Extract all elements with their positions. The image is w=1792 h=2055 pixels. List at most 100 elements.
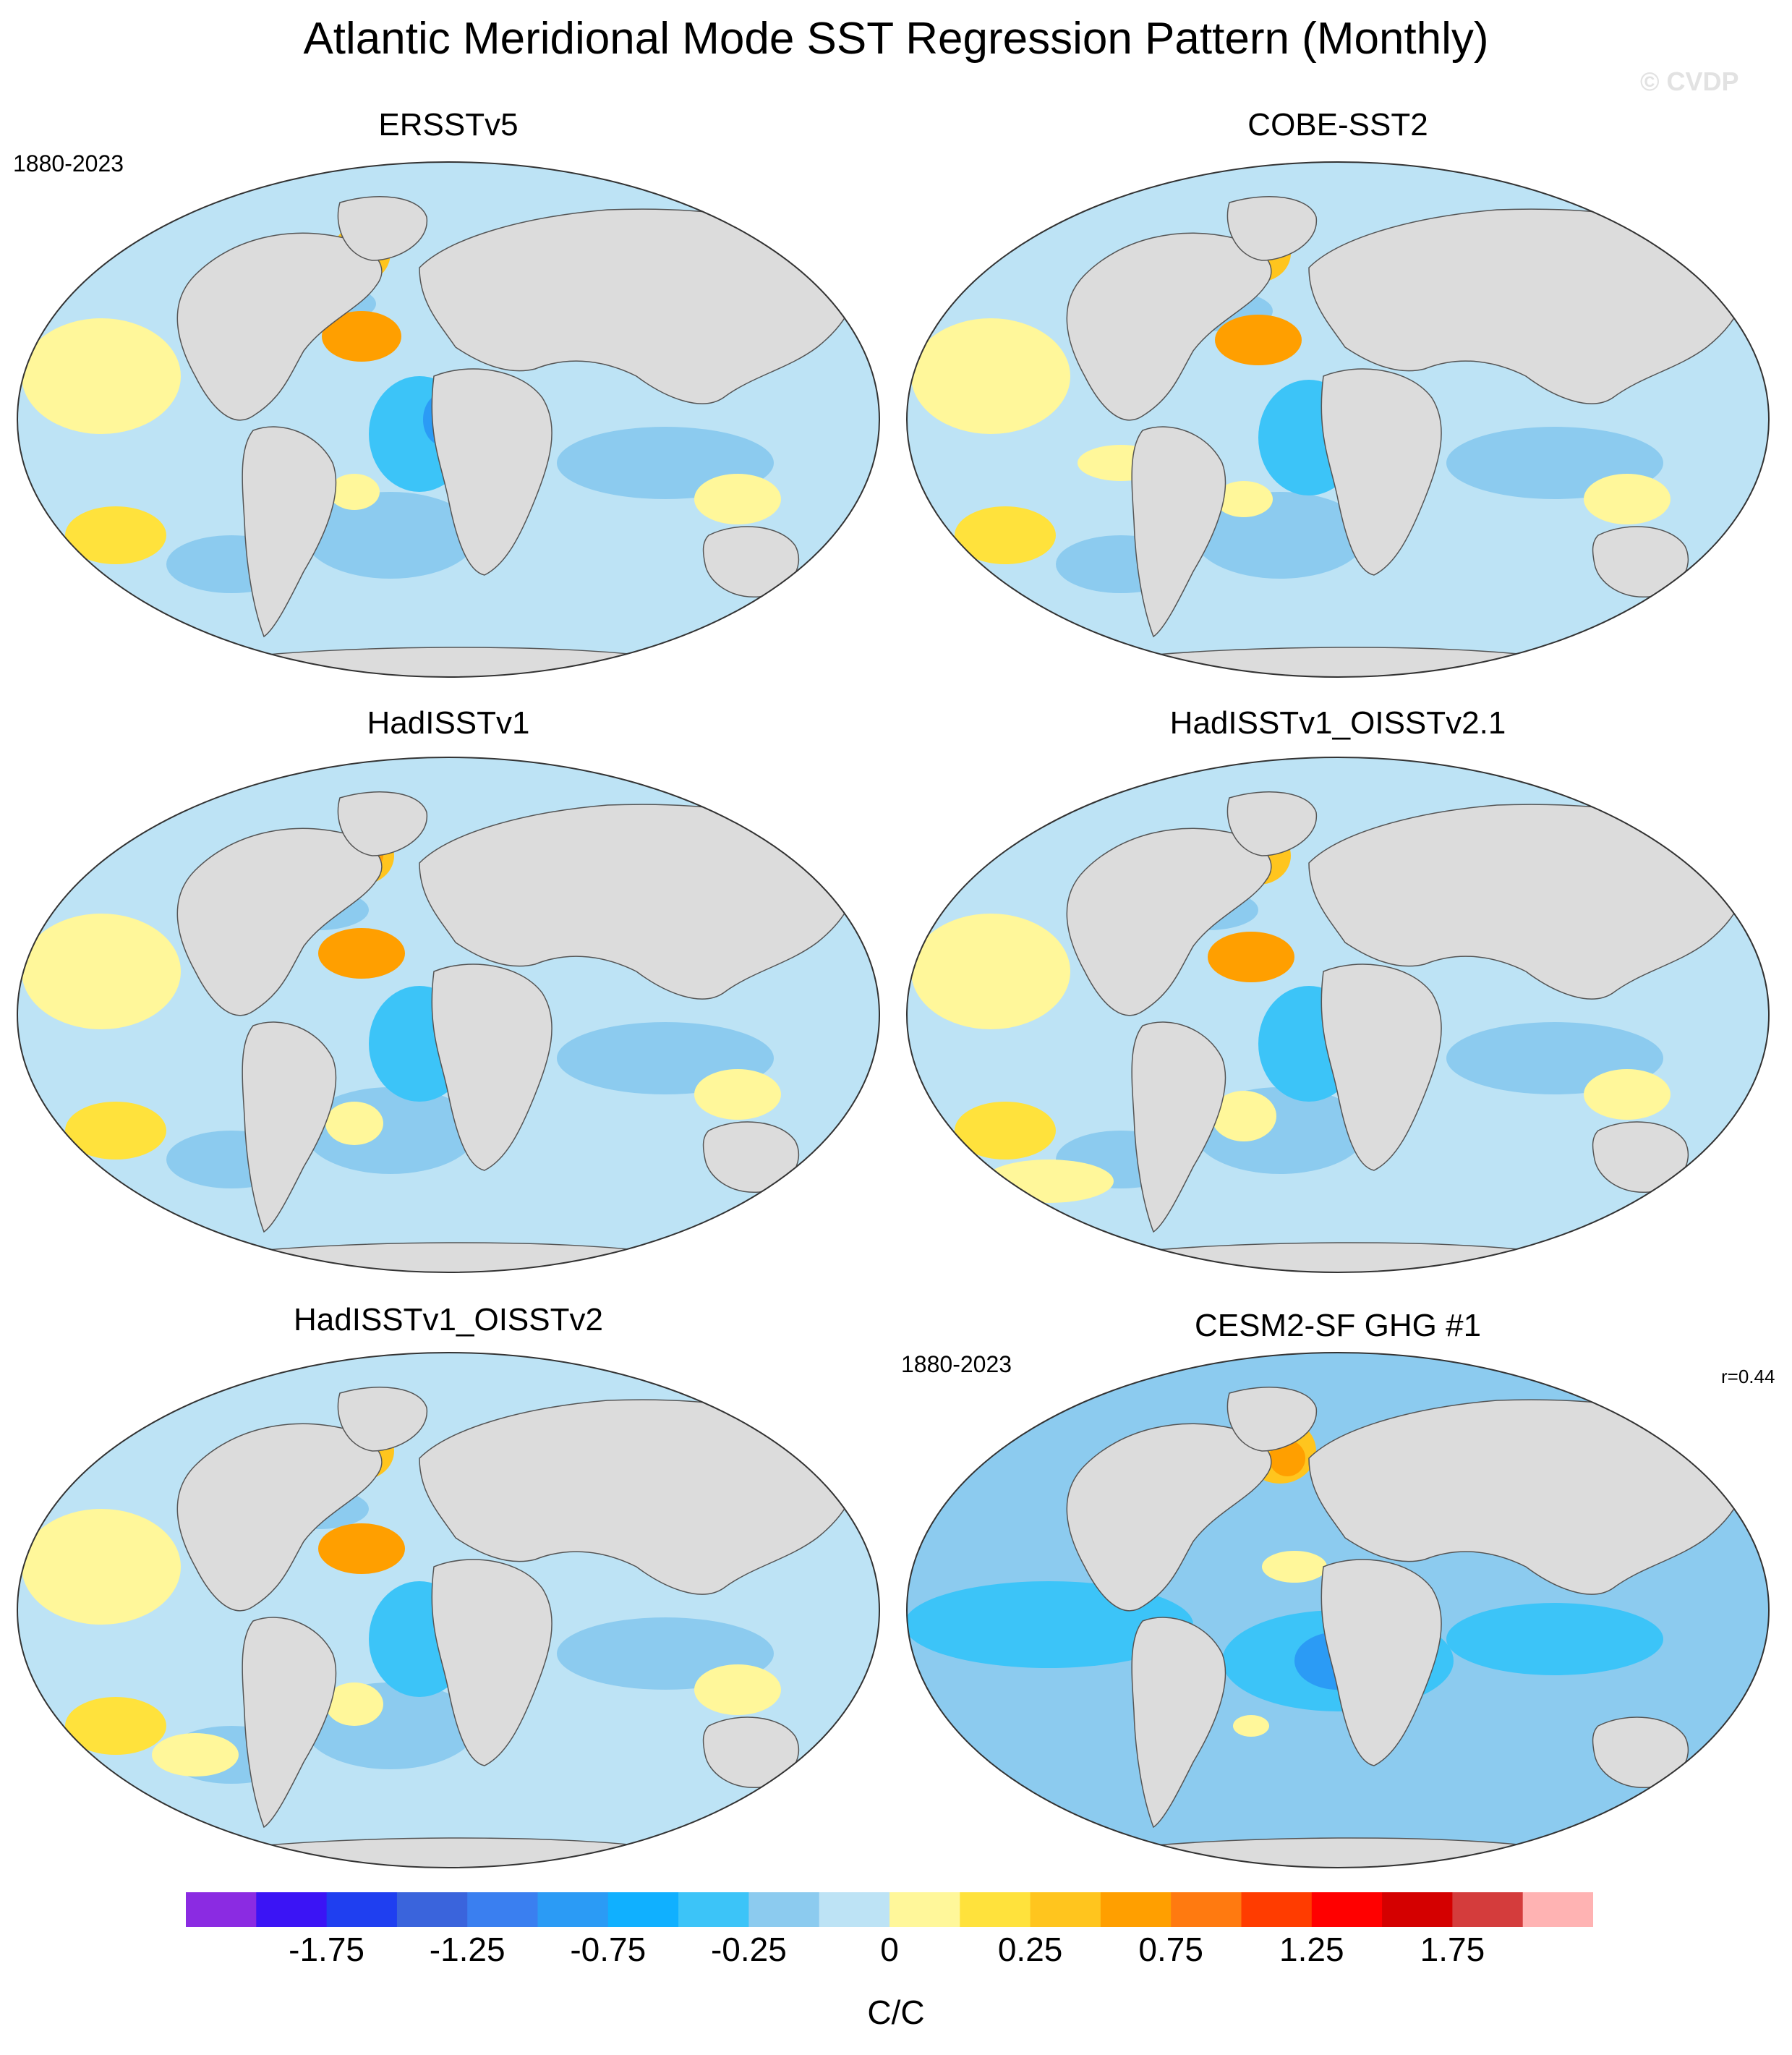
colorbar-swatch bbox=[678, 1892, 749, 1927]
colorbar bbox=[186, 1892, 1593, 1927]
panel-title-5: HadISSTv1_OISSTv2 bbox=[294, 1302, 603, 1337]
sst-anomaly-region bbox=[318, 928, 405, 979]
sst-anomaly-region bbox=[1446, 1603, 1663, 1675]
continent-north-america bbox=[1066, 232, 1272, 421]
colorbar-swatch bbox=[396, 1892, 468, 1927]
sst-anomaly-region bbox=[325, 1102, 383, 1145]
sst-anomaly-region bbox=[1233, 1715, 1269, 1737]
sst-anomaly-region bbox=[22, 1509, 181, 1625]
colorbar-swatch bbox=[467, 1892, 539, 1927]
map-panel-3 bbox=[17, 757, 880, 1273]
panel-title-2: COBE-SST2 bbox=[1247, 107, 1428, 142]
map-outline bbox=[17, 757, 880, 1273]
continent-greenland bbox=[1226, 791, 1317, 856]
continent-greenland bbox=[1226, 1387, 1317, 1452]
colorbar-swatch bbox=[1030, 1892, 1101, 1927]
sst-anomaly-region bbox=[322, 311, 401, 362]
continent-europe-asia bbox=[1308, 804, 1746, 1000]
continent-antarctica bbox=[226, 1837, 674, 1868]
watermark: © CVDP bbox=[1640, 67, 1739, 96]
colorbar-swatch bbox=[819, 1892, 890, 1927]
period-label-6: 1880-2023 bbox=[901, 1351, 1012, 1377]
colorbar-swatch bbox=[748, 1892, 820, 1927]
colorbar-swatch bbox=[889, 1892, 960, 1927]
map-panel-6 bbox=[906, 1352, 1770, 1868]
colorbar-tick-label: 0.75 bbox=[1138, 1931, 1203, 1968]
colorbar-swatch bbox=[607, 1892, 679, 1927]
correlation-label-6: r=0.44 bbox=[1721, 1366, 1775, 1387]
map-panel-5 bbox=[17, 1352, 880, 1868]
sst-anomaly-region bbox=[65, 506, 166, 564]
sst-anomaly-region bbox=[1215, 481, 1273, 517]
sst-anomaly-region bbox=[304, 492, 477, 579]
continent-north-america bbox=[1066, 1423, 1272, 1612]
continent-europe-asia bbox=[419, 208, 857, 404]
sst-anomaly-region bbox=[955, 506, 1056, 564]
figure-title: Atlantic Meridional Mode SST Regression … bbox=[303, 14, 1489, 64]
colorbar-swatch bbox=[537, 1892, 609, 1927]
sst-anomaly-region bbox=[1584, 474, 1671, 524]
sst-anomaly-region bbox=[1215, 315, 1302, 365]
continent-north-america bbox=[176, 1423, 383, 1612]
panel-title-4: HadISSTv1_OISSTv2.1 bbox=[1169, 705, 1506, 741]
sst-anomaly-region bbox=[329, 474, 380, 510]
sst-anomaly-region bbox=[955, 1102, 1056, 1160]
panel-title-3: HadISSTv1 bbox=[367, 705, 530, 741]
period-label-1: 1880-2023 bbox=[13, 150, 124, 176]
continent-antarctica bbox=[1116, 1837, 1563, 1868]
colorbar-tick-label: 0.25 bbox=[997, 1931, 1063, 1968]
sst-anomaly-region bbox=[65, 1697, 166, 1755]
colorbar-tick-label: 0 bbox=[880, 1931, 899, 1968]
sst-anomaly-region bbox=[318, 1523, 405, 1574]
map-outline bbox=[906, 161, 1770, 678]
colorbar-swatch bbox=[1382, 1892, 1453, 1927]
colorbar-tick-label: 1.25 bbox=[1279, 1931, 1344, 1968]
colorbar-swatch bbox=[186, 1892, 257, 1927]
colorbar-swatch bbox=[1100, 1892, 1172, 1927]
map-outline bbox=[17, 161, 880, 678]
sst-anomaly-region bbox=[911, 318, 1070, 434]
continent-africa bbox=[1320, 1559, 1442, 1766]
colorbar-swatch bbox=[1171, 1892, 1242, 1927]
continent-north-america bbox=[176, 827, 383, 1016]
sst-anomaly-region bbox=[694, 1069, 781, 1120]
colorbar-tick-label: 1.75 bbox=[1420, 1931, 1485, 1968]
continent-south-america bbox=[1131, 1021, 1226, 1233]
sst-anomaly-region bbox=[1262, 1551, 1327, 1583]
continent-north-america bbox=[1066, 827, 1272, 1016]
continent-south-america bbox=[242, 1617, 337, 1829]
colorbar-tick-label: -1.25 bbox=[429, 1931, 505, 1968]
map-panel-2 bbox=[906, 161, 1770, 678]
panel-title-6: CESM2-SF GHG #1 bbox=[1194, 1308, 1482, 1343]
map-outline bbox=[17, 1352, 880, 1868]
continent-africa bbox=[1320, 368, 1442, 576]
continent-south-america bbox=[242, 426, 337, 638]
continent-europe-asia bbox=[1308, 1399, 1746, 1595]
map-outline bbox=[906, 1352, 1770, 1868]
continent-south-america bbox=[242, 1021, 337, 1233]
continent-europe-asia bbox=[419, 1399, 857, 1595]
sst-anomaly-region bbox=[694, 1664, 781, 1715]
continent-africa bbox=[431, 963, 552, 1171]
continent-south-america bbox=[1131, 1617, 1226, 1829]
colorbar-tick-label: -0.25 bbox=[710, 1931, 787, 1968]
sst-anomaly-region bbox=[694, 474, 781, 524]
continent-africa bbox=[431, 1559, 552, 1766]
colorbar-tick-label: -1.75 bbox=[289, 1931, 365, 1968]
map-panel-4 bbox=[906, 757, 1770, 1273]
colorbar-swatch bbox=[960, 1892, 1031, 1927]
sst-anomaly-region bbox=[1584, 1069, 1671, 1120]
continent-antarctica bbox=[226, 647, 674, 677]
colorbar-swatch bbox=[1452, 1892, 1524, 1927]
continent-europe-asia bbox=[419, 804, 857, 1000]
sst-anomaly-region bbox=[65, 1102, 166, 1160]
sst-anomaly-region bbox=[984, 1160, 1114, 1203]
continent-greenland bbox=[337, 1387, 427, 1452]
colorbar-swatch bbox=[326, 1892, 398, 1927]
colorbar-swatch bbox=[1522, 1892, 1593, 1927]
panel-title-1: ERSSTv5 bbox=[378, 107, 519, 142]
continent-greenland bbox=[1226, 196, 1317, 261]
sst-anomaly-region bbox=[22, 914, 181, 1029]
continent-greenland bbox=[337, 196, 427, 261]
continent-antarctica bbox=[226, 1242, 674, 1272]
